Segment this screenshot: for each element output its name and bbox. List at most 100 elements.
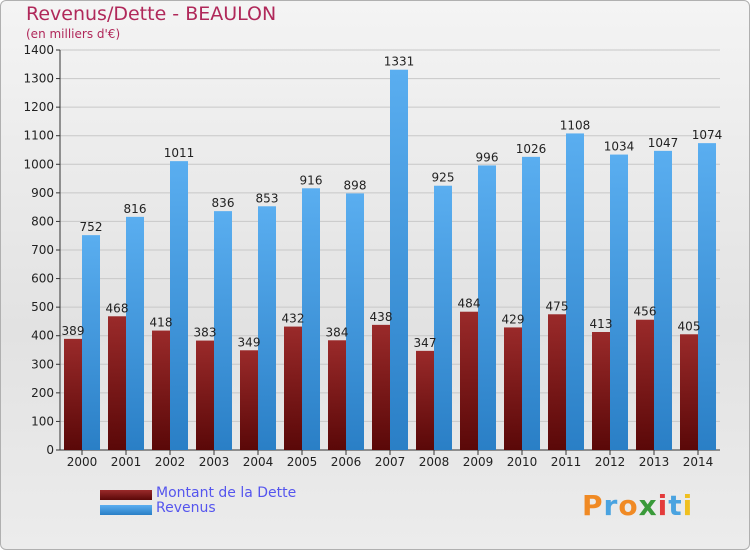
legend-label-revenus: Revenus [156,500,216,516]
bar-dette [504,327,522,450]
data-label-dette: 349 [238,335,261,349]
logo-letter: o [618,489,639,522]
x-tick-label: 2002 [155,455,186,469]
data-label-revenus: 996 [476,150,499,164]
bar-dette [108,316,126,450]
bar-revenus [170,161,188,450]
x-tick-label: 2006 [331,455,362,469]
data-label-revenus: 1011 [164,146,195,160]
proxiti-logo: Proxiti [582,489,693,522]
bar-revenus [258,206,276,450]
bar-revenus [566,133,584,450]
bar-revenus [214,211,232,450]
data-label-revenus: 1074 [692,128,723,142]
x-tick-label: 2012 [595,455,626,469]
data-label-revenus: 1047 [648,136,679,150]
bar-dette [372,324,390,450]
bar-revenus [698,143,716,450]
logo-letter: t [668,489,683,522]
y-tick-label: 1200 [23,100,54,114]
legend-label-dette: Montant de la Dette [156,485,297,501]
bar-dette [328,340,346,450]
bar-dette [416,350,434,450]
bar-dette [152,330,170,450]
x-tick-label: 2008 [419,455,450,469]
bar-revenus [82,235,100,450]
x-tick-label: 2010 [507,455,538,469]
x-tick-label: 2009 [463,455,494,469]
y-tick-label: 700 [31,243,54,257]
bar-revenus [654,150,672,450]
chart-subtitle: (en milliers d'€) [26,27,121,41]
logo-letter: i [657,489,669,522]
data-label-revenus: 816 [124,202,147,216]
x-tick-label: 2000 [67,455,98,469]
data-label-dette: 475 [546,299,569,313]
x-tick-label: 2013 [639,455,670,469]
data-label-dette: 413 [590,317,613,331]
legend-swatch-dette [100,490,152,500]
bar-revenus [478,165,496,450]
bar-dette [592,332,610,450]
y-tick-label: 1400 [23,43,54,57]
legend-swatch-revenus [100,505,152,515]
chart-title: Revenus/Dette - BEAULON [26,3,277,25]
x-tick-label: 2011 [551,455,582,469]
data-label-revenus: 916 [300,173,323,187]
data-label-dette: 468 [106,301,129,315]
logo-letter: P [582,489,604,522]
y-tick-label: 100 [31,414,54,428]
logo-letter: x [638,489,658,522]
bar-dette [284,326,302,450]
data-label-dette: 347 [414,336,437,350]
y-tick-label: 500 [31,300,54,314]
data-label-dette: 418 [150,316,173,330]
data-label-revenus: 1034 [604,140,635,154]
y-tick-label: 1300 [23,72,54,86]
logo-letter: r [603,489,619,522]
x-tick-label: 2001 [111,455,142,469]
data-label-dette: 384 [326,325,349,339]
y-tick-label: 600 [31,272,54,286]
data-label-revenus: 925 [432,171,455,185]
bar-revenus [522,156,540,450]
data-label-revenus: 1331 [384,55,415,69]
bar-revenus [346,193,364,450]
bar-dette [64,338,82,450]
x-tick-label: 2003 [199,455,230,469]
y-tick-label: 0 [46,443,54,457]
data-label-dette: 484 [458,297,481,311]
y-tick-label: 400 [31,329,54,343]
bar-dette [240,350,258,450]
y-tick-label: 900 [31,186,54,200]
bar-revenus [126,216,144,450]
data-label-revenus: 853 [256,191,279,205]
data-label-dette: 432 [282,312,305,326]
y-tick-label: 800 [31,214,54,228]
bar-dette [196,340,214,450]
data-label-dette: 405 [678,319,701,333]
bar-dette [548,314,566,450]
data-label-dette: 456 [634,305,657,319]
x-tick-label: 2005 [287,455,318,469]
data-label-revenus: 836 [212,196,235,210]
y-tick-label: 1000 [23,157,54,171]
bar-revenus [390,69,408,450]
x-tick-label: 2007 [375,455,406,469]
bar-revenus [610,154,628,451]
y-tick-label: 300 [31,357,54,371]
data-label-dette: 438 [370,310,393,324]
bar-dette [680,334,698,450]
logo-letter: i [682,489,694,522]
data-label-revenus: 752 [80,220,103,234]
data-label-dette: 389 [62,324,85,338]
bar-revenus [434,185,452,450]
y-tick-label: 1100 [23,129,54,143]
x-tick-label: 2014 [683,455,714,469]
data-label-dette: 383 [194,326,217,340]
bar-revenus [302,188,320,451]
data-label-revenus: 1108 [560,118,591,132]
y-tick-label: 200 [31,386,54,400]
bar-dette [460,311,478,450]
